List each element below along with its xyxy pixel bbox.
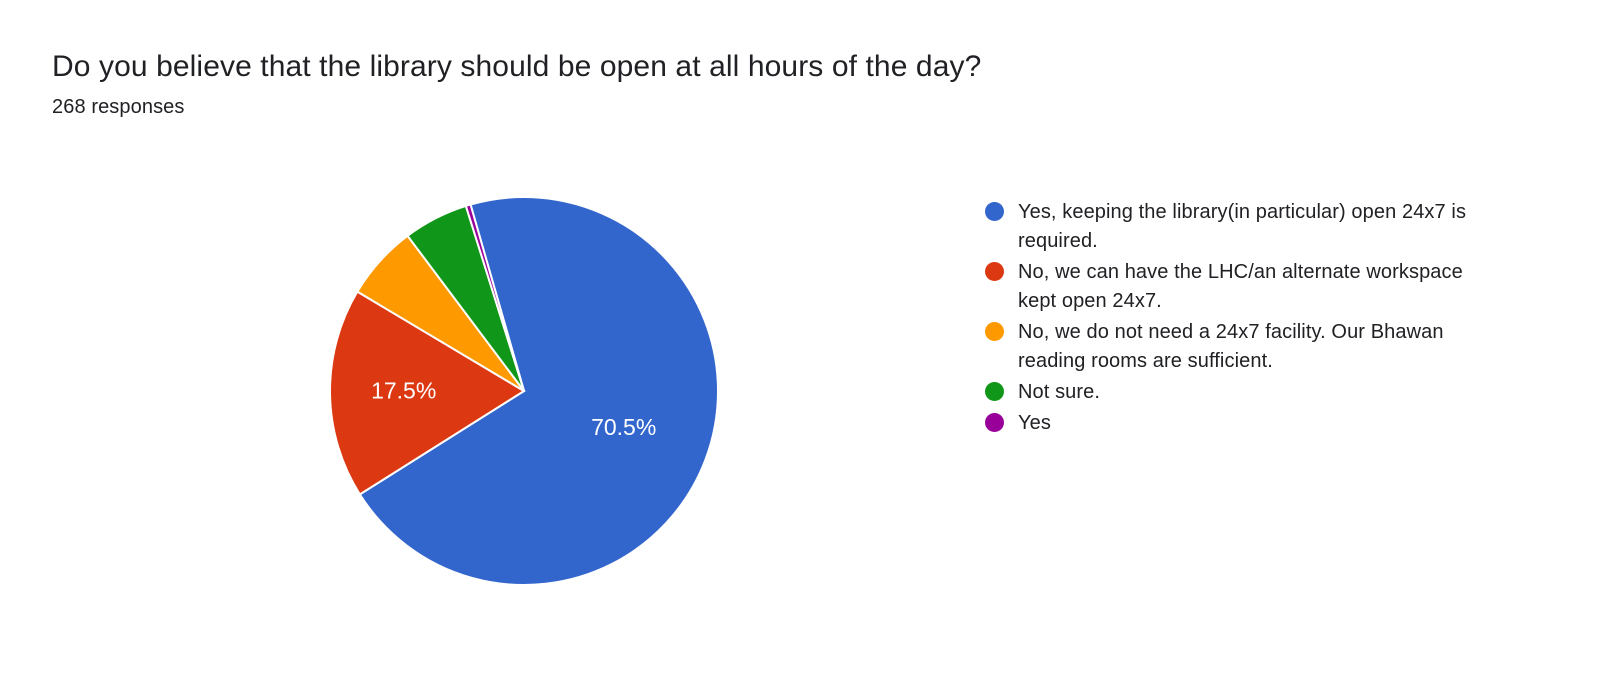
legend-item[interactable]: Yes, keeping the library(in particular) … xyxy=(985,198,1525,256)
pie-slice-group[interactable] xyxy=(329,196,719,587)
legend-item-label: Yes xyxy=(1018,412,1051,434)
pie-slice[interactable] xyxy=(358,196,719,587)
pie-label-group: 70.5% 17.5% xyxy=(371,378,656,441)
legend-item-label: No, we can have the LHC/an alternate wor… xyxy=(1018,261,1463,312)
pie-chart[interactable]: 70.5% 17.5% xyxy=(300,180,760,620)
legend-item-label: No, we do not need a 24x7 facility. Our … xyxy=(1018,321,1444,372)
legend-item-label: Not sure. xyxy=(1018,381,1101,403)
legend-item[interactable]: Yes xyxy=(985,409,1525,438)
legend-item[interactable]: No, we can have the LHC/an alternate wor… xyxy=(985,258,1525,316)
pie-slice[interactable] xyxy=(329,290,526,496)
page-title: Do you believe that the library should b… xyxy=(52,50,982,83)
chart-header: Do you believe that the library should b… xyxy=(52,48,1452,120)
legend-swatch-icon xyxy=(985,322,1004,341)
chart-legend: Yes, keeping the library(in particular) … xyxy=(985,198,1525,440)
legend-swatch-icon xyxy=(985,202,1004,221)
response-count: 268 responses xyxy=(52,96,185,118)
pie-slice-label: 70.5% xyxy=(591,414,656,440)
legend-item[interactable]: No, we do not need a 24x7 facility. Our … xyxy=(985,318,1525,376)
legend-item-label: Yes, keeping the library(in particular) … xyxy=(1018,201,1467,252)
pie-slice-label: 17.5% xyxy=(371,378,436,404)
legend-item[interactable]: Not sure. xyxy=(985,378,1525,407)
legend-swatch-icon xyxy=(985,262,1004,281)
pie-slice[interactable] xyxy=(464,203,525,392)
legend-swatch-icon xyxy=(985,413,1004,432)
legend-swatch-icon xyxy=(985,382,1004,401)
chart-area: 70.5% 17.5% Yes, keeping the library(in p… xyxy=(0,160,1600,630)
pie-chart-svg[interactable]: 70.5% 17.5% xyxy=(300,180,760,620)
